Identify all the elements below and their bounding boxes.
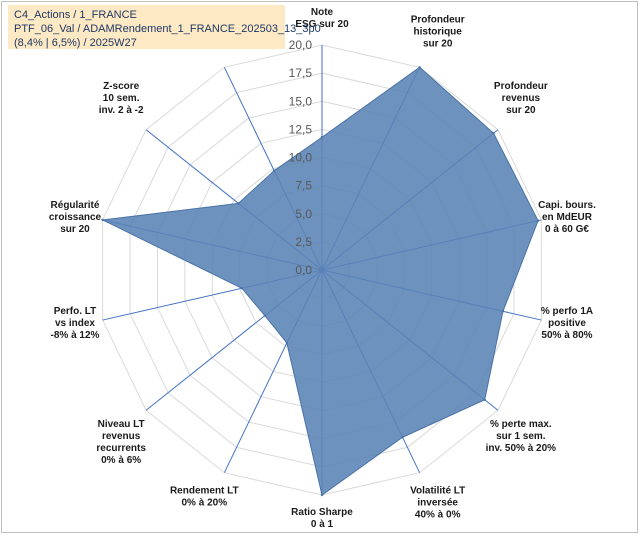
tick-label: 7,5 bbox=[295, 179, 312, 193]
axis-label: % perfo 1A positive 50% à 80% bbox=[541, 306, 593, 341]
chart-header: C4_Actions / 1_FRANCE PTF_06_Val / ADAMR… bbox=[8, 5, 321, 49]
header-line-3: (8,4% | 6,5%) / 2025W27 bbox=[14, 37, 137, 49]
tick-label: 15,0 bbox=[289, 94, 313, 108]
data-point bbox=[483, 398, 486, 401]
tick-label: 0,0 bbox=[295, 263, 312, 277]
axis-label: Profondeur revenus sur 20 bbox=[494, 81, 548, 116]
tick-label: 20,0 bbox=[289, 38, 313, 52]
data-point bbox=[101, 218, 104, 222]
axis-label: % perte max. sur 1 sem. inv. 50% à 20% bbox=[486, 419, 557, 454]
data-point bbox=[320, 136, 324, 139]
data-point bbox=[418, 66, 421, 69]
tick-label: 2,5 bbox=[295, 235, 312, 249]
data-point bbox=[492, 132, 495, 135]
tick-label: 12,5 bbox=[289, 122, 313, 136]
axis-label: Rendement LT 0% à 20% bbox=[170, 485, 239, 508]
header-line-1: C4_Actions / 1_FRANCE bbox=[14, 9, 137, 21]
data-point bbox=[272, 169, 276, 172]
tick-label: 17,5 bbox=[289, 66, 313, 80]
tick-label: 10,0 bbox=[289, 151, 313, 165]
axis-label: Note ESG sur 20 bbox=[295, 7, 349, 30]
data-point bbox=[401, 436, 404, 439]
radial-tick-labels: 0,0 2,5 5,0 7,5 10,0 12,5 15,0 17,5 20,0 bbox=[289, 38, 313, 277]
data-point bbox=[263, 314, 267, 317]
axis-label: Ratio Sharpe 0 à 1 bbox=[291, 507, 353, 530]
radar-series-area bbox=[100, 66, 540, 497]
axis-label: Volatilité LT inversée 40% à 0% bbox=[410, 485, 465, 520]
data-point bbox=[501, 310, 505, 313]
data-point bbox=[237, 202, 240, 205]
header-line-2: PTF_06_Val / ADAMRendement_1_FRANCE_2025… bbox=[14, 23, 321, 35]
axis-label: Profondeur historique sur 20 bbox=[411, 15, 465, 50]
axis-label: Régularité croissance sur 20 bbox=[49, 200, 102, 235]
axis-label: Niveau LT revenus recurrents 0% à 6% bbox=[96, 419, 146, 466]
tick-label: 5,0 bbox=[295, 207, 312, 221]
axis-label: Perfo. LT vs index -8% à 12% bbox=[51, 306, 100, 341]
axis-label: Capi. bours. en MdEUR 0 à 60 G€ bbox=[538, 200, 596, 235]
data-point bbox=[240, 287, 244, 290]
axis-label: Z-score 10 sem. inv. 2 à -2 bbox=[99, 81, 144, 116]
data-point bbox=[536, 219, 540, 222]
data-point bbox=[285, 341, 289, 345]
data-point bbox=[320, 493, 324, 497]
